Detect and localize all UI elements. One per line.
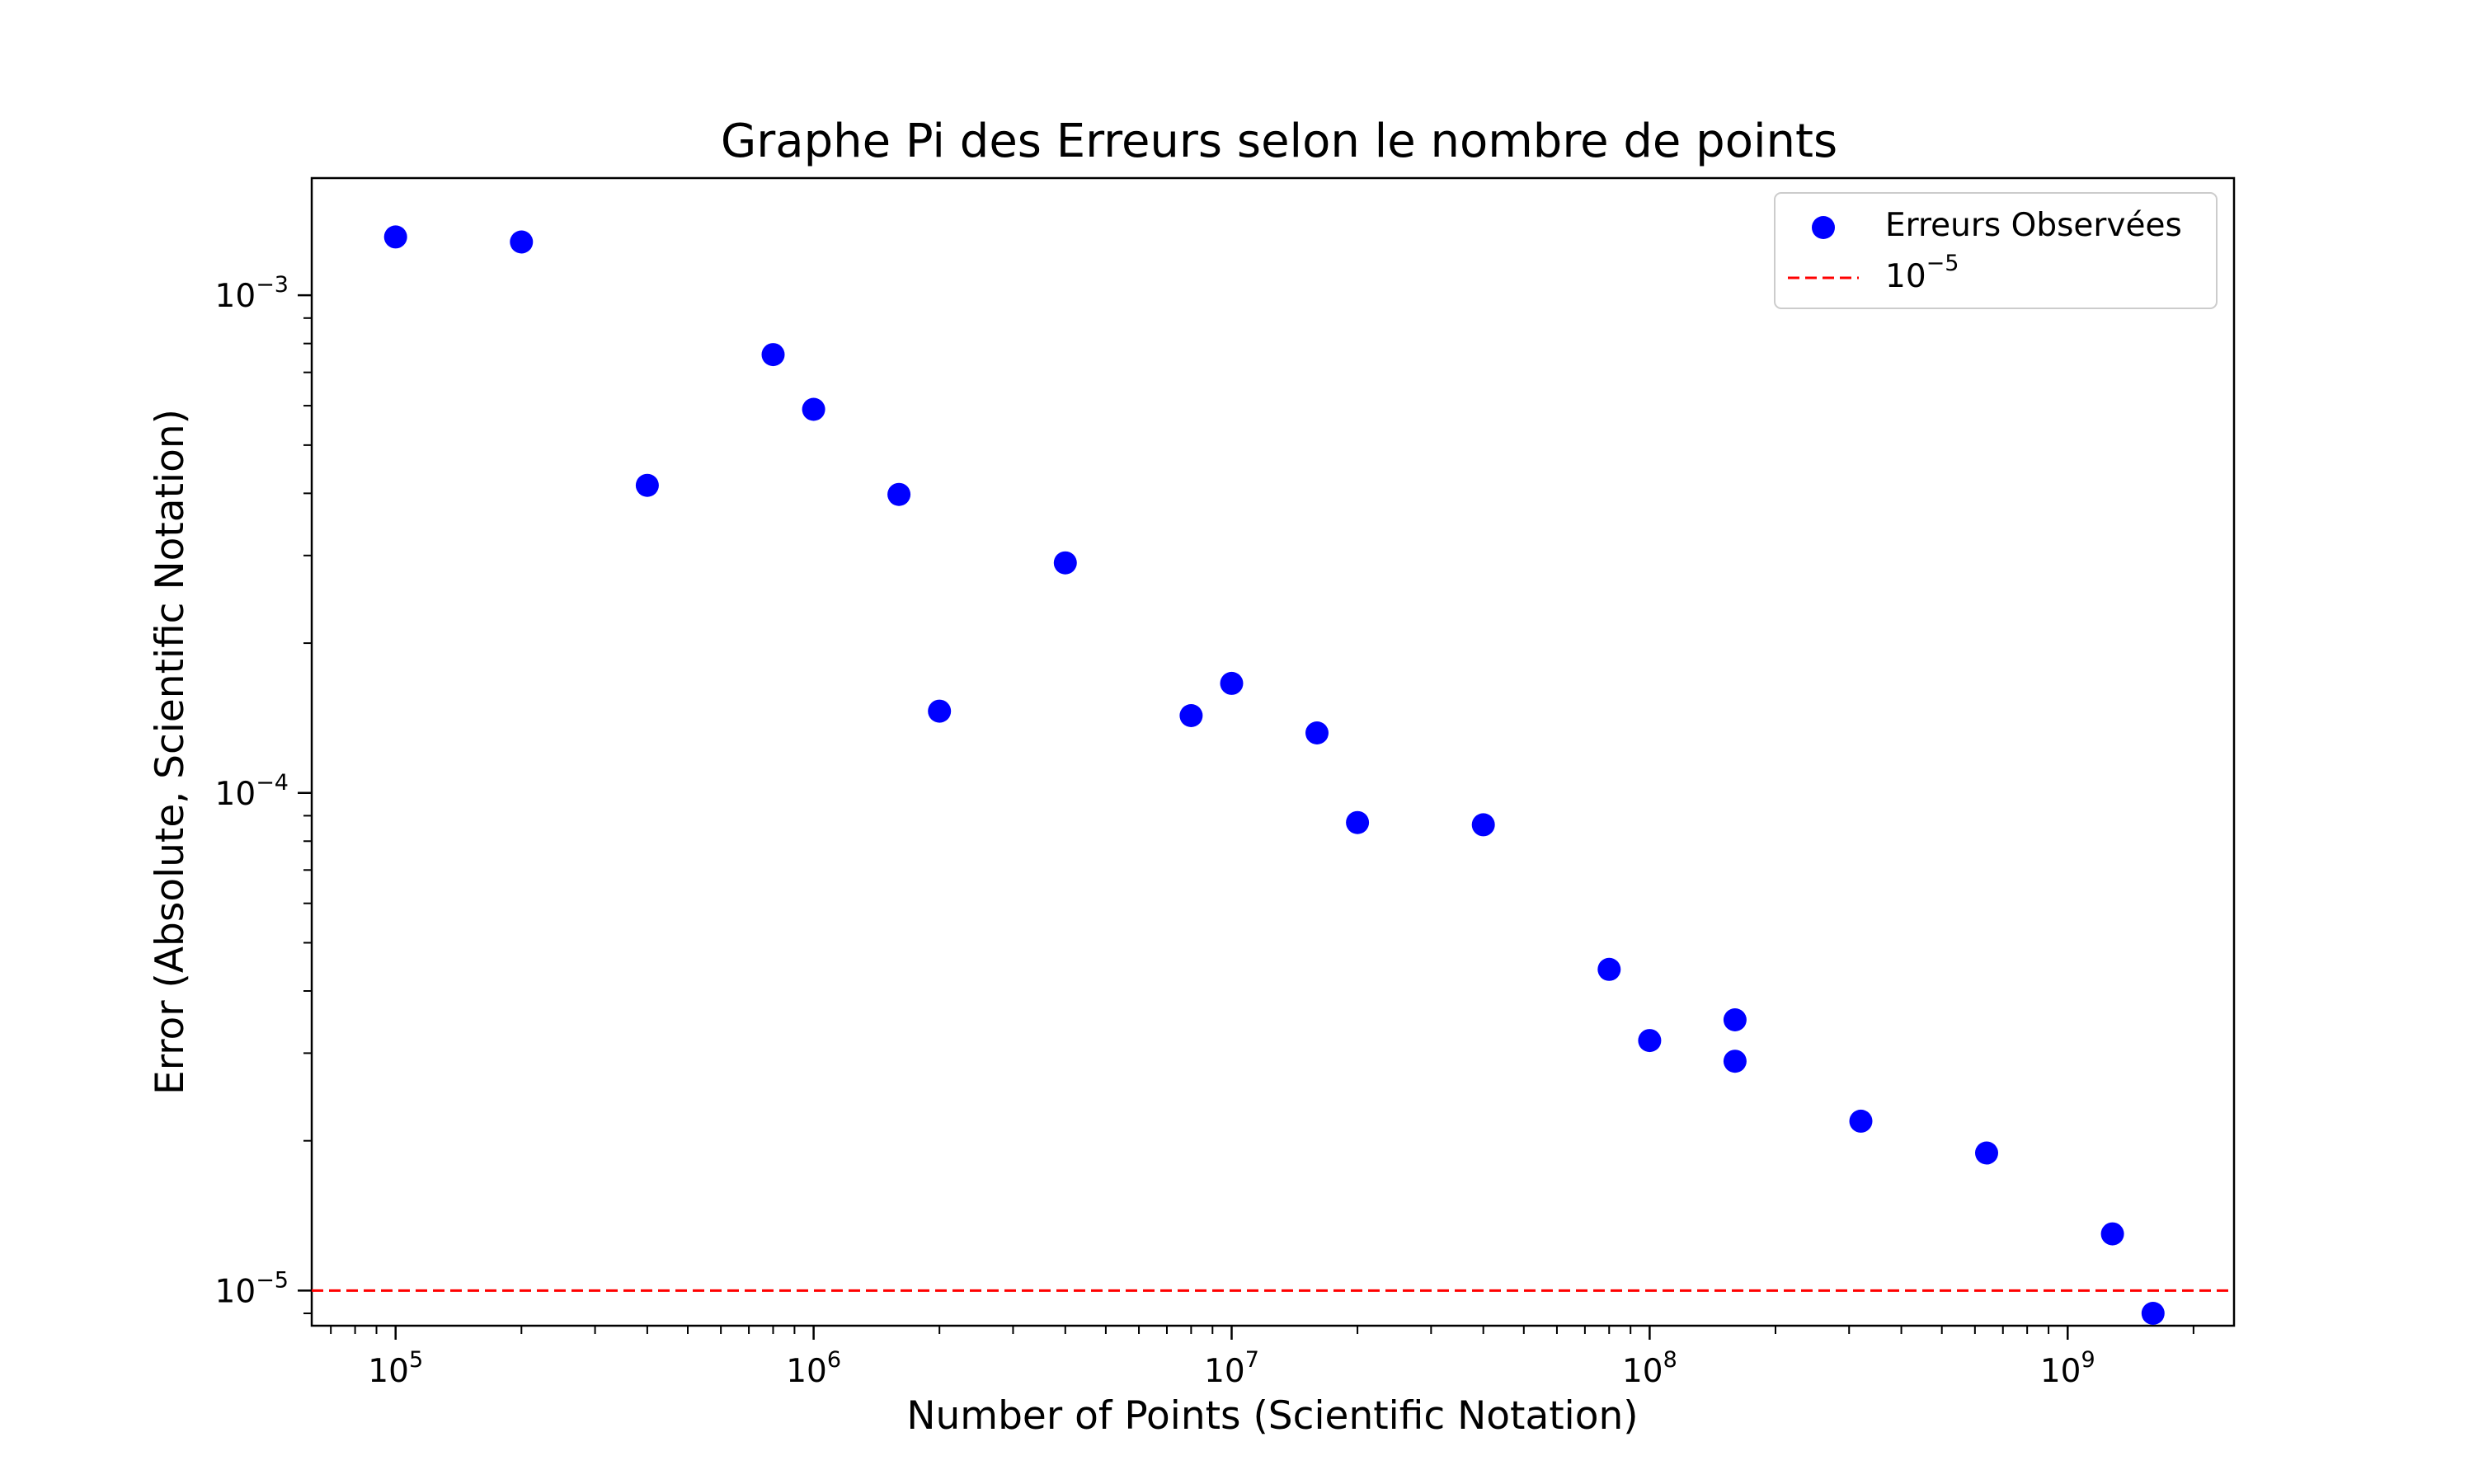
data-point	[1597, 957, 1621, 981]
data-point	[635, 473, 659, 497]
y-tick-label: 10−4	[215, 770, 289, 813]
plot-area-frame	[310, 176, 2236, 1327]
y-tick-label: 10−5	[215, 1267, 289, 1310]
x-tick-label: 109	[2040, 1347, 2095, 1390]
data-point	[1723, 1008, 1747, 1031]
x-tick-label: 105	[368, 1347, 423, 1390]
legend: Erreurs Observées 10−5	[1774, 192, 2218, 309]
data-point	[2141, 1302, 2165, 1325]
data-point	[1305, 721, 1329, 744]
data-point	[2100, 1222, 2124, 1246]
y-tick-label: 10−3	[215, 272, 289, 315]
x-axis-ticks: 105 106 107 108 109	[330, 1326, 2194, 1390]
legend-label-reference-line: 10−5	[1885, 251, 1959, 295]
data-point	[1471, 813, 1495, 837]
data-point	[887, 482, 911, 506]
x-tick-label: 107	[1204, 1347, 1259, 1390]
legend-label-scatter: Erreurs Observées	[1885, 207, 2182, 244]
data-point	[1179, 704, 1203, 727]
data-point	[1638, 1029, 1662, 1053]
data-point	[1723, 1050, 1747, 1073]
y-axis-ticks: 10−3 10−4 10−5	[215, 272, 312, 1315]
data-point	[802, 397, 825, 421]
x-tick-label: 106	[786, 1347, 841, 1390]
data-points-layer	[383, 225, 2165, 1325]
data-point	[1849, 1109, 1873, 1133]
x-tick-label: 108	[1622, 1347, 1677, 1390]
data-point	[1220, 671, 1244, 695]
data-point	[383, 225, 407, 249]
legend-marker-scatter	[1812, 216, 1835, 239]
chart-title: Graphe Pi des Erreurs selon le nombre de…	[721, 115, 1837, 168]
y-axis-label: Error (Absolute, Scientific Notation)	[148, 409, 193, 1095]
data-point	[1975, 1141, 1998, 1165]
data-point	[510, 230, 534, 254]
data-point	[761, 343, 785, 367]
data-point	[1053, 551, 1077, 575]
data-point	[928, 699, 952, 723]
x-axis-label: Number of Points (Scientific Notation)	[906, 1393, 1638, 1439]
data-point	[1346, 810, 1370, 834]
legend-box	[1774, 192, 2218, 309]
